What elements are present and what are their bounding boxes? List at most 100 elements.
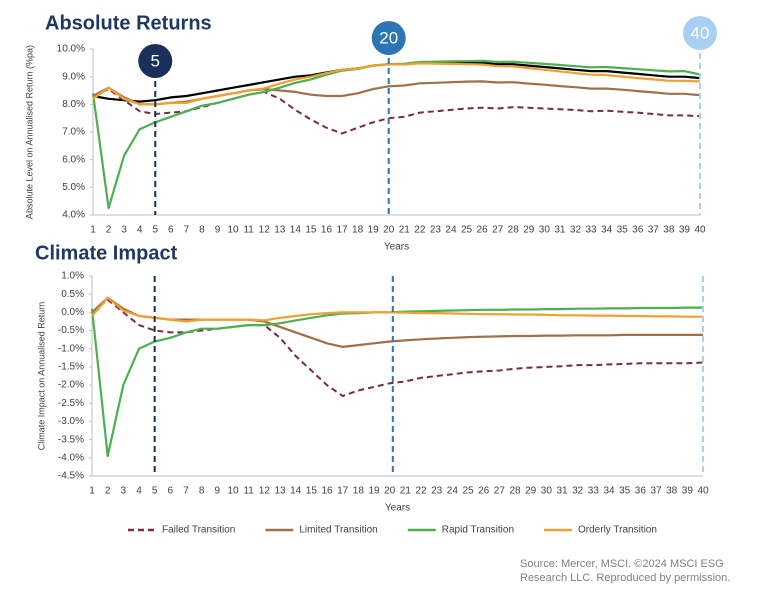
x-tick-label: 14	[290, 486, 302, 497]
x-tick-label: 36	[632, 225, 644, 236]
y-tick-label: 6.0%	[62, 154, 85, 165]
series-line	[91, 296, 703, 323]
x-tick-label: 35	[619, 486, 631, 497]
year-badge	[371, 21, 406, 55]
y-tick-label: -4.0%	[58, 452, 84, 463]
y-tick-label: 0.0%	[61, 307, 84, 318]
x-tick-label: 3	[121, 225, 127, 236]
chart-title: Climate Impact	[35, 242, 178, 264]
x-tick-label: 12	[259, 225, 271, 236]
y-tick-label: -0.5%	[58, 325, 84, 336]
y-tick-label: 5.0%	[62, 182, 85, 193]
y-tick-label: 10.0%	[57, 44, 85, 55]
legend-label: Limited Transition	[299, 525, 377, 536]
x-tick-label: 22	[414, 225, 426, 236]
x-tick-label: 17	[337, 486, 349, 497]
x-tick-label: 31	[556, 486, 568, 497]
x-tick-label: 22	[415, 486, 427, 497]
x-tick-label: 31	[554, 225, 566, 236]
series-line	[92, 80, 701, 106]
year-badge-label: 40	[691, 23, 710, 42]
x-axis-label: Years	[385, 503, 410, 514]
x-tick-label: 33	[585, 225, 597, 236]
x-tick-label: 32	[572, 486, 584, 497]
x-tick-label: 24	[447, 486, 459, 497]
x-tick-label: 38	[663, 225, 675, 236]
x-tick-label: 36	[635, 486, 647, 497]
x-tick-label: 15	[305, 225, 317, 236]
x-tick-label: 40	[694, 225, 706, 236]
y-tick-label: -2.5%	[58, 398, 84, 409]
x-tick-label: 28	[508, 225, 520, 236]
x-tick-label: 7	[184, 225, 190, 236]
y-tick-label: -1.0%	[58, 343, 84, 354]
year-badge	[683, 16, 717, 50]
x-tick-label: 20	[384, 486, 396, 497]
y-tick-label: -1.5%	[58, 362, 84, 373]
x-tick-label: 19	[368, 486, 380, 497]
x-tick-label: 30	[539, 225, 551, 236]
x-tick-label: 21	[399, 225, 411, 236]
x-tick-label: 11	[243, 486, 254, 497]
y-tick-label: -3.0%	[58, 416, 84, 427]
x-tick-label: 29	[525, 486, 537, 497]
x-tick-label: 15	[306, 486, 318, 497]
x-tick-label: 25	[461, 225, 473, 236]
series-line	[92, 61, 701, 103]
year-badge-label: 20	[379, 28, 398, 47]
x-tick-label: 3	[121, 486, 127, 497]
x-tick-label: 8	[199, 225, 205, 236]
x-tick-label: 11	[243, 225, 254, 236]
x-tick-label: 2	[106, 225, 112, 236]
legend-label: Orderly Transition	[578, 525, 657, 536]
x-tick-label: 17	[336, 225, 348, 236]
x-tick-label: 25	[462, 486, 474, 497]
x-tick-label: 13	[274, 225, 286, 236]
x-tick-label: 8	[199, 486, 205, 497]
x-tick-label: 26	[478, 486, 490, 497]
legend-label: Failed Transition	[162, 525, 235, 536]
y-tick-label: 1.0%	[61, 271, 84, 282]
x-tick-label: 37	[650, 486, 662, 497]
x-tick-label: 40	[697, 486, 709, 497]
year-badge	[138, 44, 173, 78]
series-line	[91, 296, 703, 348]
x-tick-label: 1	[89, 486, 95, 497]
year-badge-label: 5	[151, 51, 160, 70]
legend-label: Rapid Transition	[442, 525, 514, 536]
x-tick-label: 12	[259, 486, 271, 497]
x-tick-label: 20	[383, 225, 395, 236]
x-tick-label: 18	[353, 486, 365, 497]
x-tick-label: 21	[400, 486, 412, 497]
series-line	[91, 59, 701, 210]
y-tick-label: 8.0%	[62, 99, 85, 110]
x-axis-label: Years	[384, 242, 409, 253]
series-line	[92, 62, 701, 106]
y-axis-label: Climate Impact on Annualised Return	[36, 302, 46, 451]
x-tick-label: 2	[105, 486, 111, 497]
y-axis-label: Absolute Level on Annualised Return (%pa…	[24, 45, 34, 219]
x-tick-label: 30	[541, 486, 553, 497]
x-tick-label: 24	[445, 225, 457, 236]
x-tick-label: 10	[227, 486, 239, 497]
x-tick-label: 7	[183, 486, 189, 497]
x-tick-label: 6	[168, 225, 174, 236]
x-tick-label: 27	[492, 225, 504, 236]
x-tick-label: 10	[228, 225, 240, 236]
y-tick-label: 7.0%	[62, 127, 85, 138]
y-tick-label: 4.0%	[62, 210, 85, 221]
x-tick-label: 37	[648, 225, 660, 236]
x-tick-label: 34	[603, 486, 615, 497]
x-tick-label: 38	[666, 486, 678, 497]
x-tick-label: 32	[570, 225, 582, 236]
x-tick-label: 26	[477, 225, 489, 236]
x-tick-label: 23	[430, 225, 442, 236]
x-tick-label: 33	[588, 486, 600, 497]
x-tick-label: 6	[168, 486, 174, 497]
y-tick-label: -4.5%	[58, 471, 84, 482]
chart-title: Absolute Returns	[45, 12, 212, 34]
y-tick-label: 9.0%	[62, 71, 85, 82]
x-tick-label: 35	[617, 225, 629, 236]
